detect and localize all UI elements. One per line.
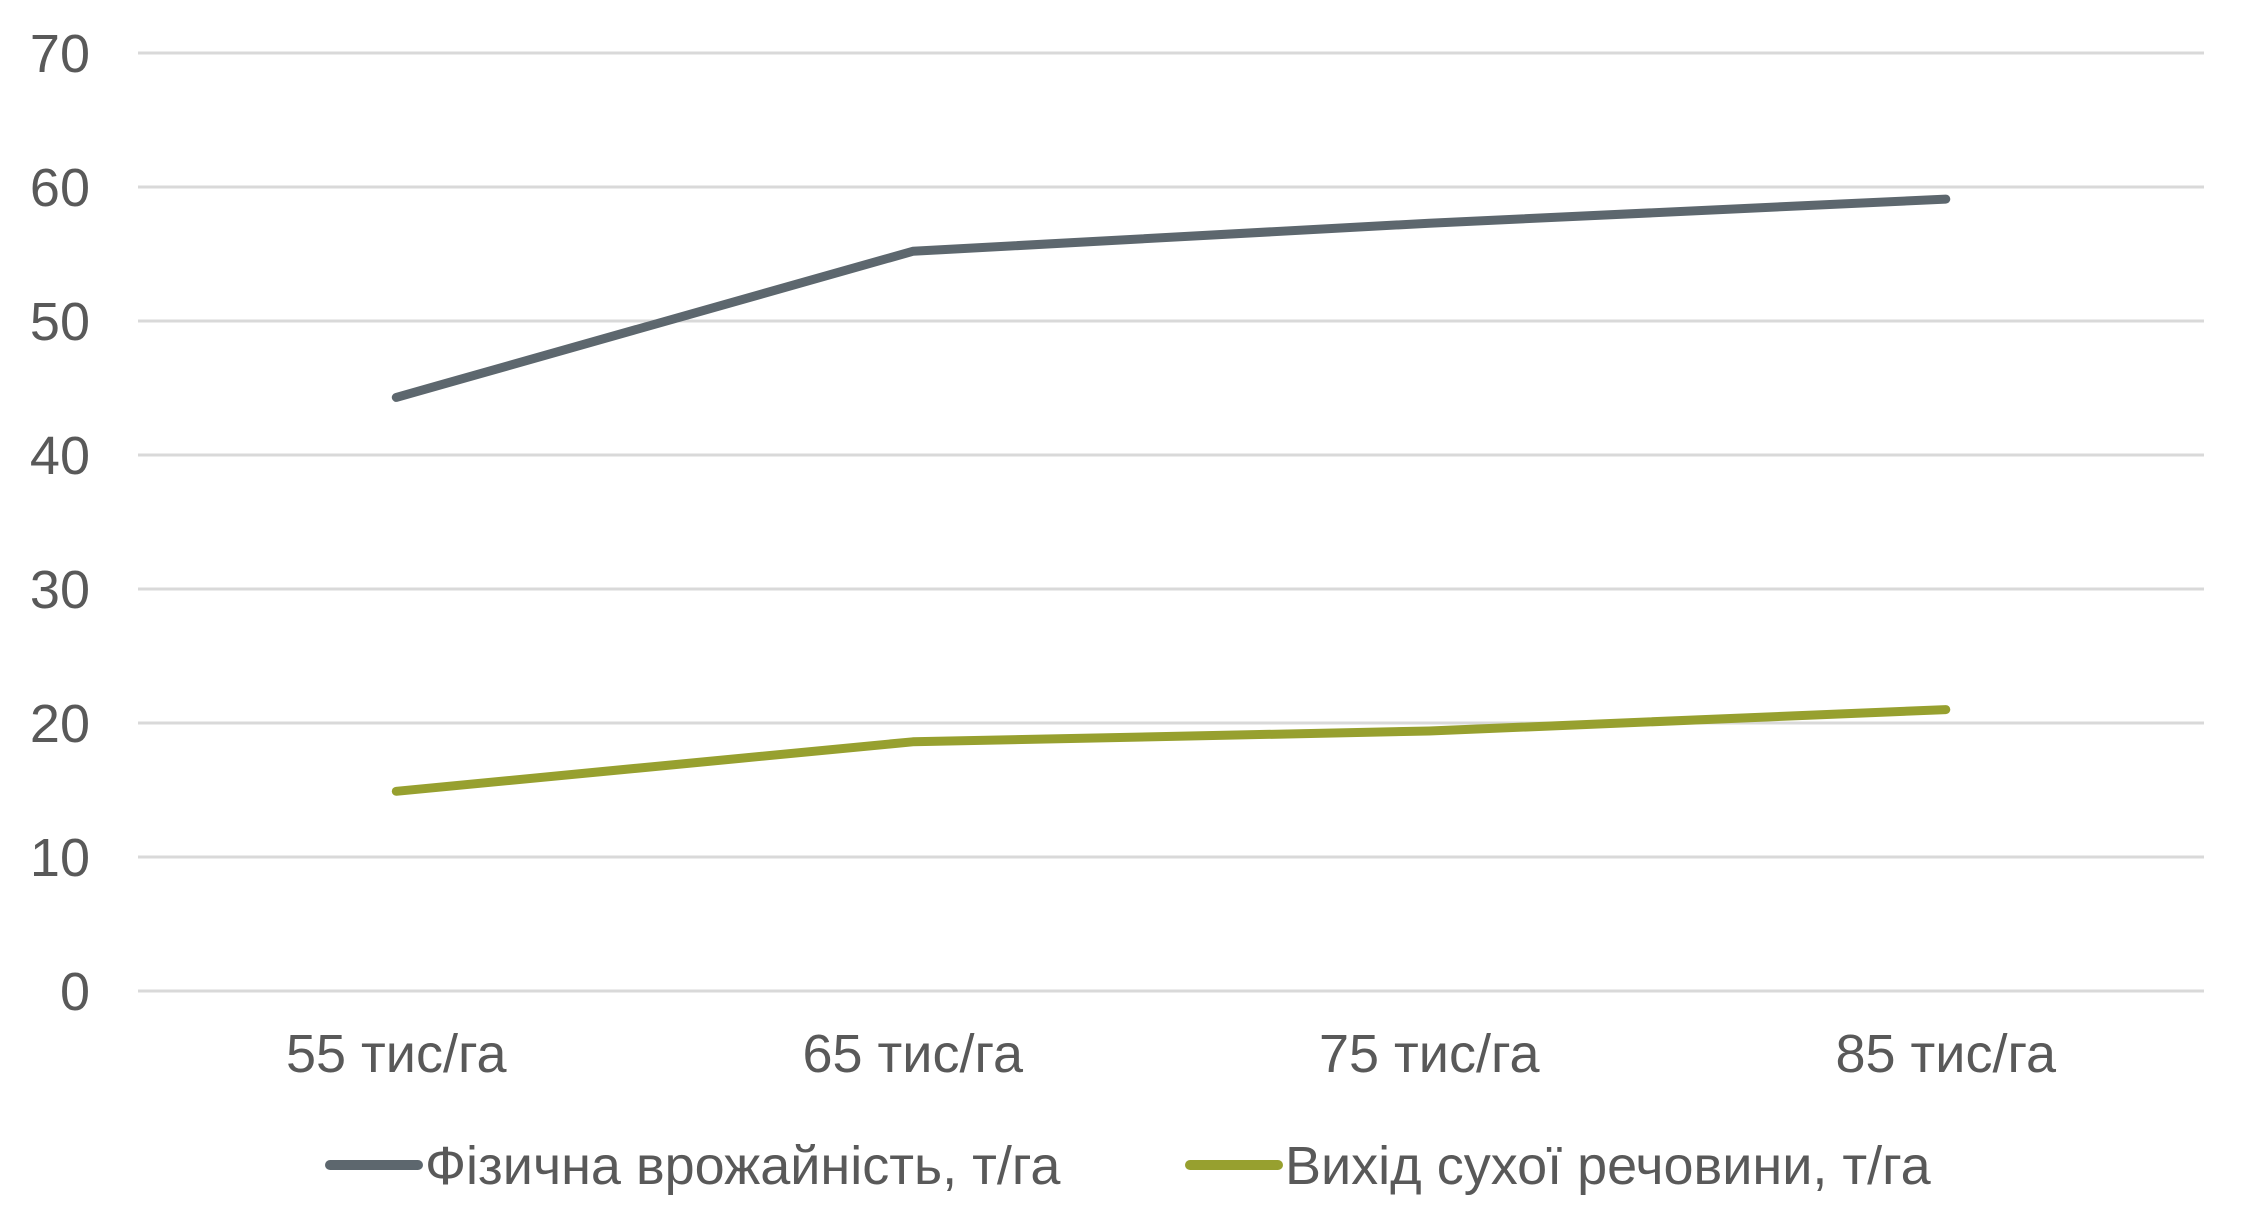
gridlines	[138, 51, 2204, 993]
legend-label-physical-yield: Фізична врожайність, т/га	[425, 1136, 1061, 1196]
legend-label-dry-matter: Вихід сухої речовини, т/га	[1285, 1136, 1932, 1196]
series-line-dry-matter	[391, 705, 1951, 796]
y-tick-label: 10	[30, 828, 90, 888]
x-tick-label: 55 тис/га	[286, 1024, 507, 1084]
x-tick-label: 85 тис/га	[1835, 1024, 2056, 1084]
y-tick-label: 30	[30, 560, 90, 620]
x-tick-label: 65 тис/га	[802, 1024, 1023, 1084]
y-tick-label: 60	[30, 158, 90, 218]
series-line-physical-yield	[391, 194, 1951, 402]
y-tick-label: 70	[30, 24, 90, 84]
y-tick-label: 40	[30, 426, 90, 486]
y-tick-label: 0	[60, 962, 90, 1022]
y-axis-labels: 0 10 20 30 40 50 60 70	[30, 24, 90, 1022]
y-tick-label: 20	[30, 694, 90, 754]
legend: Фізична врожайність, т/га Вихід сухої ре…	[325, 1136, 1932, 1196]
x-axis-labels: 55 тис/га 65 тис/га 75 тис/га 85 тис/га	[286, 1024, 2057, 1084]
legend-item-physical-yield[interactable]: Фізична врожайність, т/га	[325, 1136, 1061, 1196]
y-tick-label: 50	[30, 292, 90, 352]
series-lines	[391, 194, 1951, 796]
legend-item-dry-matter[interactable]: Вихід сухої речовини, т/га	[1185, 1136, 1932, 1196]
x-tick-label: 75 тис/га	[1319, 1024, 1540, 1084]
